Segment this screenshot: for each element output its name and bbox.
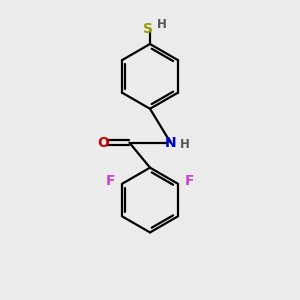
Text: H: H	[180, 138, 190, 151]
Text: F: F	[106, 174, 116, 188]
Text: F: F	[184, 174, 194, 188]
Text: S: S	[143, 22, 153, 36]
Text: H: H	[157, 18, 167, 31]
Text: O: O	[97, 136, 109, 150]
Text: N: N	[165, 136, 176, 150]
